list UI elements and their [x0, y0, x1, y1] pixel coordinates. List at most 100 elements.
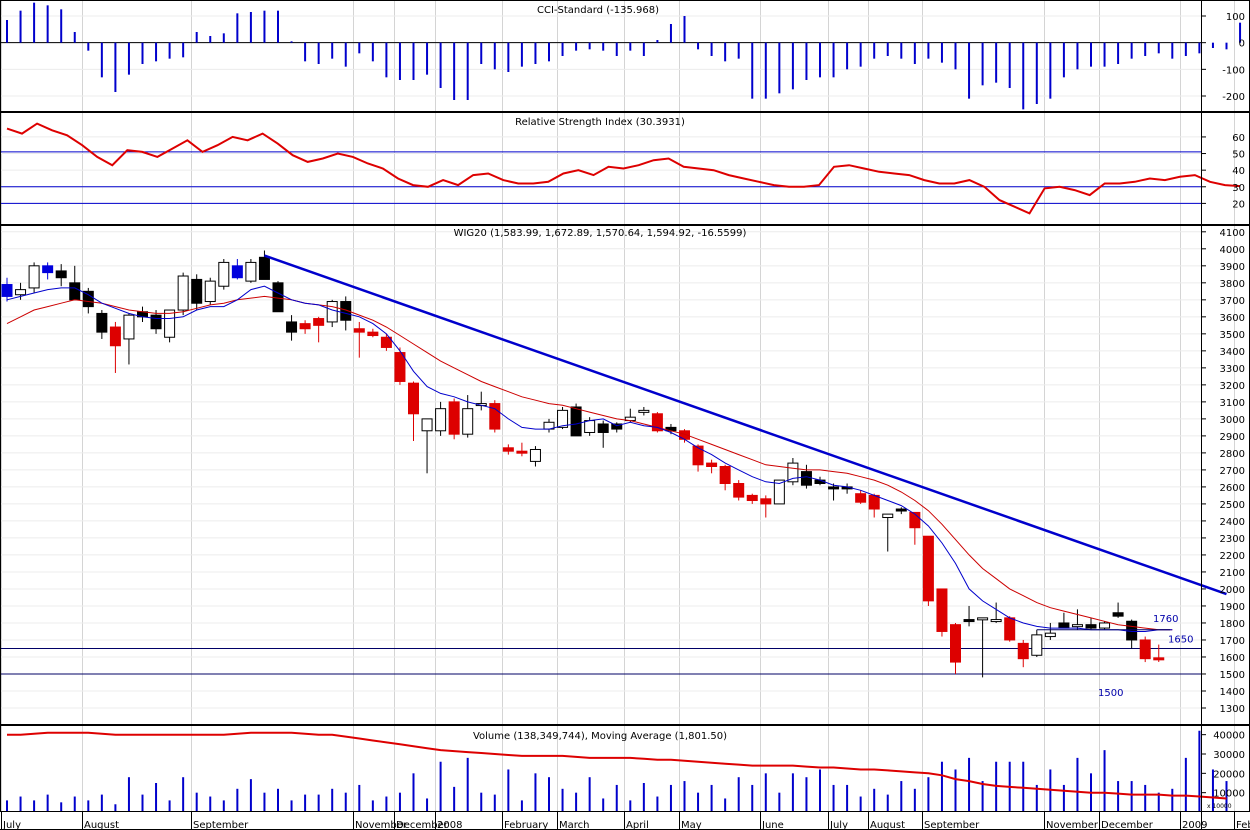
y-tick-label: 1400: [1220, 687, 1245, 698]
candle-body: [977, 617, 989, 621]
candle-body: [828, 486, 840, 490]
cci-title: CCI-Standard (-135.968): [537, 5, 659, 16]
y-tick-label: 2400: [1220, 517, 1245, 528]
candle-body: [123, 314, 135, 340]
level-label: 1650: [1168, 634, 1193, 645]
candle-body: [936, 588, 948, 632]
y-tick-label: 2800: [1220, 449, 1245, 460]
moving-average-fast: [6, 285, 1173, 632]
candle-body: [597, 423, 609, 433]
x-tick-label: August: [84, 820, 119, 830]
candle-body: [28, 265, 40, 289]
candle-body: [204, 280, 216, 303]
y-tick-label: 3700: [1220, 296, 1245, 307]
candle-body: [557, 409, 569, 428]
y-tick-label: 3200: [1220, 381, 1245, 392]
y-tick-label: 30000: [1213, 750, 1245, 761]
y-tick-label: -200: [1222, 92, 1245, 103]
candle-body: [258, 256, 270, 280]
cci-panel: CCI-Standard (-135.968) 100 0 -100 -200: [0, 2, 1245, 110]
candle-body: [692, 445, 704, 466]
candle-body: [868, 494, 880, 510]
candle-body: [800, 471, 812, 486]
candle-body: [69, 282, 81, 301]
y-tick-label: 40000: [1213, 731, 1245, 742]
candle-body: [408, 382, 419, 415]
candle-body: [299, 323, 311, 330]
y-tick-label: 2300: [1220, 534, 1245, 545]
candle-body: [706, 462, 718, 467]
y-tick-label: -100: [1222, 65, 1245, 76]
y-tick-label: 20000: [1213, 769, 1245, 780]
y-tick-label: 2500: [1220, 500, 1245, 511]
y-tick-label: 2000: [1220, 585, 1245, 596]
candle-body: [164, 309, 176, 338]
y-tick-label: 3500: [1220, 330, 1245, 341]
volume-title: Volume (138,349,744), Moving Average (1,…: [473, 731, 727, 742]
candle-body: [231, 265, 243, 279]
y-tick-label: 2700: [1220, 466, 1245, 477]
x-tick-label: December: [396, 820, 449, 830]
x-tick-label: September: [924, 820, 980, 830]
x-tick-label: 2008: [437, 820, 462, 830]
candle-body: [313, 318, 325, 326]
y-tick-label: 1700: [1220, 636, 1245, 647]
x-tick-label: 2009: [1182, 820, 1207, 830]
candle-body: [367, 331, 379, 337]
y-tick-label: 30: [1232, 183, 1245, 194]
candle-body: [1, 284, 13, 297]
x-tick-label: August: [870, 820, 905, 830]
y-tick-label: 1500: [1220, 670, 1245, 681]
rsi-line: [6, 122, 1241, 215]
candle-body: [448, 401, 460, 435]
y-tick-label: 60: [1232, 133, 1245, 144]
y-tick-label: 1600: [1220, 653, 1245, 664]
candle-body: [435, 408, 447, 432]
x-tick-label: March: [559, 820, 589, 830]
x-tick-label: Feb: [1236, 820, 1250, 830]
y-tick-label: 2900: [1220, 432, 1245, 443]
volume-panel: Volume (138,349,744), Moving Average (1,…: [6, 731, 1245, 812]
x-tick-label: July: [2, 820, 21, 830]
candle-body: [15, 289, 27, 296]
candle-body: [1085, 624, 1097, 629]
candle-body: [922, 535, 934, 602]
candle-body: [150, 314, 162, 330]
y-tick-label: 2200: [1220, 551, 1245, 562]
candle-body: [733, 483, 745, 498]
candle-body: [950, 624, 961, 663]
candle-body: [746, 494, 758, 502]
y-tick-label: 4100: [1220, 228, 1245, 239]
candle-body: [502, 447, 514, 452]
candle-body: [394, 352, 406, 382]
x-tick-label: June: [761, 820, 784, 830]
candle-body: [1153, 657, 1165, 661]
candle-body: [1139, 639, 1151, 660]
candle-body: [909, 511, 921, 529]
y-tick-label: 3400: [1220, 347, 1245, 358]
candle-body: [760, 498, 772, 505]
y-tick-label: 50: [1232, 150, 1245, 161]
y-tick-label: 3100: [1220, 398, 1245, 409]
y-tick-label: 2100: [1220, 568, 1245, 579]
rsi-title: Relative Strength Index (30.3931): [515, 117, 685, 128]
y-tick-label: 2600: [1220, 483, 1245, 494]
candle-body: [421, 418, 433, 432]
candle-body: [1017, 642, 1029, 660]
candle-body: [1099, 622, 1111, 629]
y-tick-label: 1300: [1220, 704, 1245, 715]
candle-body: [55, 270, 67, 279]
candle-body: [489, 403, 501, 430]
y-tick-label: 0: [1239, 39, 1245, 50]
y-tick-label: 100: [1226, 12, 1245, 23]
candle-body: [516, 450, 528, 454]
y-tick-label: 3300: [1220, 364, 1245, 375]
moving-average-slow: [6, 295, 1173, 631]
candle-body: [584, 420, 596, 433]
rsi-panel: Relative Strength Index (30.3931) 60 50 40…: [0, 117, 1245, 215]
x-tick-label: December: [1101, 820, 1154, 830]
volume-unit-label: x 10000: [1207, 803, 1232, 810]
price-panel: WIG20 (1,583.99, 1,672.89, 1,570.64, 1,5…: [0, 228, 1245, 715]
